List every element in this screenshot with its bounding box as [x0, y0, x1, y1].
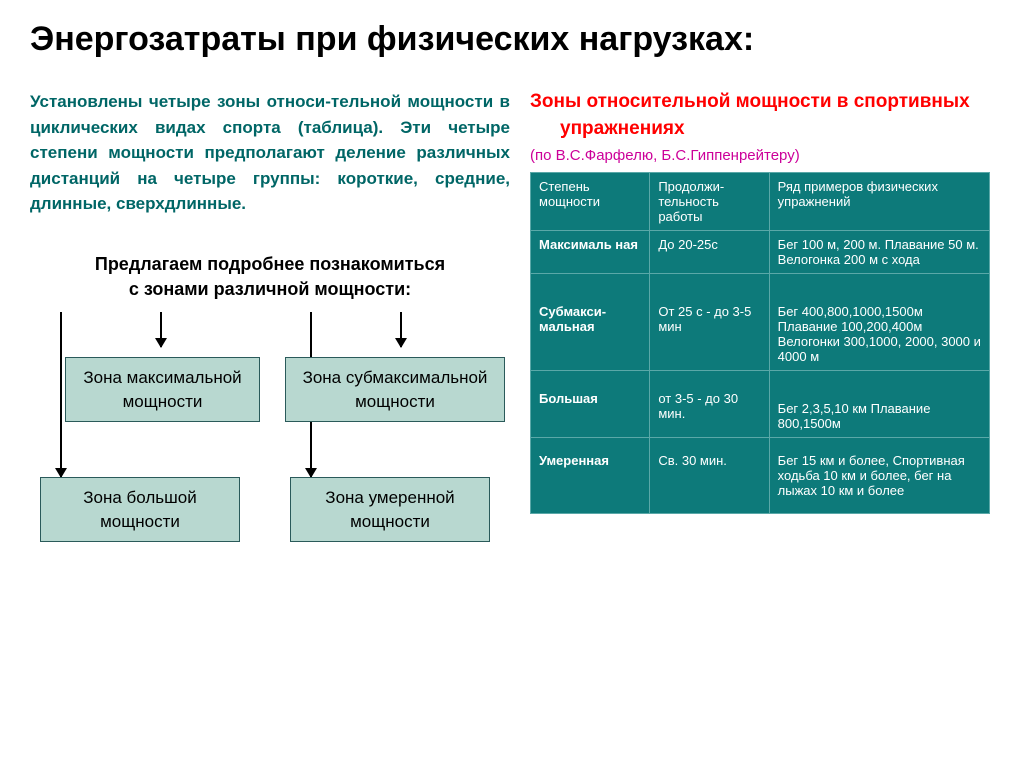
cell-label: Субмакси-мальная: [531, 274, 650, 371]
sub-heading-line1: Предлагаем подробнее познакомиться: [30, 252, 510, 277]
zone-box-maximal: Зона максимальной мощности: [65, 357, 260, 423]
table-row: Максималь ная До 20-25с Бег 100 м, 200 м…: [531, 231, 990, 274]
left-column: Установлены четыре зоны относи-тельной м…: [30, 89, 510, 557]
arrow-icon: [160, 312, 162, 347]
table-row: Субмакси-мальная От 25 с - до 3-5 мин Бе…: [531, 274, 990, 371]
cell-examples: Бег 15 км и более, Спортивная ходьба 10 …: [769, 438, 989, 514]
cell-examples: Бег 400,800,1000,1500м Плавание 100,200,…: [769, 274, 989, 371]
right-heading: Зоны относительной мощности в спортивных…: [530, 89, 990, 142]
content-area: Установлены четыре зоны относи-тельной м…: [30, 89, 994, 557]
arrow-icon: [400, 312, 402, 347]
header-examples: Ряд примеров физических упражнений: [769, 173, 989, 231]
table-row: Умеренная Св. 30 мин. Бег 15 км и более,…: [531, 438, 990, 514]
zone-box-moderate: Зона умеренной мощности: [290, 477, 490, 543]
zone-box-big: Зона большой мощности: [40, 477, 240, 543]
header-degree: Степень мощности: [531, 173, 650, 231]
arrow-icon: [60, 312, 62, 477]
cell-duration: До 20-25с: [650, 231, 769, 274]
table-header-row: Степень мощности Продолжи-тельность рабо…: [531, 173, 990, 231]
power-zones-table: Степень мощности Продолжи-тельность рабо…: [530, 172, 990, 514]
sub-heading: Предлагаем подробнее познакомиться с зон…: [30, 252, 510, 302]
cell-label: Большая: [531, 371, 650, 438]
cell-label: Максималь ная: [531, 231, 650, 274]
table-row: Большая от 3-5 - до 30 мин. Бег 2,3,5,10…: [531, 371, 990, 438]
intro-paragraph: Установлены четыре зоны относи-тельной м…: [30, 89, 510, 217]
right-column: Зоны относительной мощности в спортивных…: [530, 89, 990, 557]
sub-heading-line2: с зонами различной мощности:: [30, 277, 510, 302]
cell-duration: Св. 30 мин.: [650, 438, 769, 514]
zones-diagram: Зона максимальной мощности Зона субмакси…: [30, 327, 510, 557]
cell-label: Умеренная: [531, 438, 650, 514]
page-title: Энергозатраты при физических нагрузках:: [30, 20, 994, 59]
header-duration: Продолжи-тельность работы: [650, 173, 769, 231]
zone-box-submaximal: Зона субмаксимальной мощности: [285, 357, 505, 423]
cell-examples: Бег 100 м, 200 м. Плавание 50 м. Велогон…: [769, 231, 989, 274]
cell-duration: От 25 с - до 3-5 мин: [650, 274, 769, 371]
cell-examples: Бег 2,3,5,10 км Плавание 800,1500м: [769, 371, 989, 438]
cell-duration: от 3-5 - до 30 мин.: [650, 371, 769, 438]
right-subtext: (по В.С.Фарфелю, Б.С.Гиппенрейтеру): [530, 147, 990, 164]
